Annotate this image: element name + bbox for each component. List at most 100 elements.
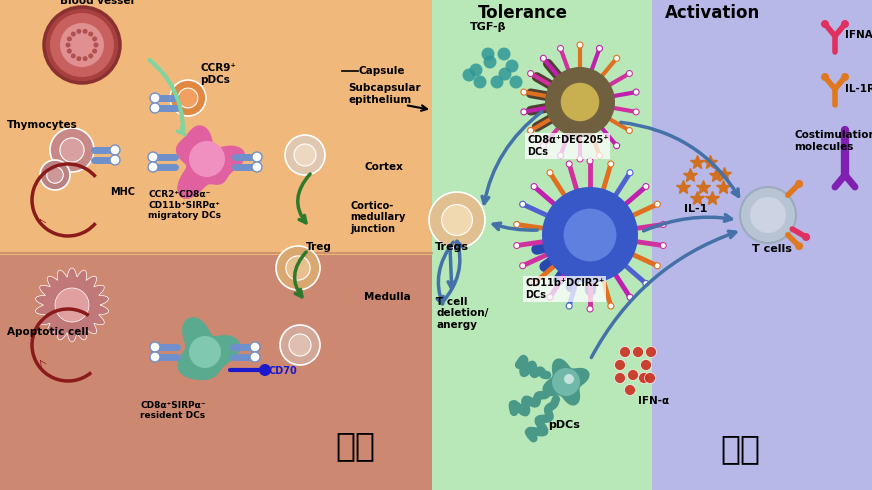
Circle shape [429, 192, 485, 248]
Circle shape [498, 48, 510, 60]
Circle shape [148, 152, 158, 162]
Circle shape [740, 187, 796, 243]
Circle shape [628, 369, 638, 381]
Circle shape [626, 71, 632, 76]
Circle shape [615, 372, 625, 384]
Circle shape [150, 352, 160, 362]
Circle shape [596, 152, 603, 159]
Circle shape [821, 20, 829, 28]
Bar [0, 255, 432, 490]
Circle shape [632, 346, 644, 358]
Circle shape [189, 141, 225, 177]
Circle shape [521, 109, 527, 115]
Circle shape [643, 280, 649, 287]
Circle shape [531, 280, 537, 287]
Circle shape [170, 80, 206, 116]
Circle shape [802, 233, 810, 241]
Circle shape [71, 53, 76, 58]
Circle shape [285, 135, 325, 175]
Text: IL-1: IL-1 [684, 204, 707, 214]
Circle shape [506, 59, 519, 73]
Circle shape [250, 352, 260, 362]
Text: IFNAR: IFNAR [845, 30, 872, 40]
Circle shape [289, 334, 311, 356]
Circle shape [252, 152, 262, 162]
Text: Tolerance: Tolerance [478, 4, 568, 22]
Text: CCR9⁺
pDCs: CCR9⁺ pDCs [200, 63, 235, 85]
Circle shape [499, 68, 512, 80]
Circle shape [552, 368, 580, 396]
Circle shape [644, 372, 656, 384]
Circle shape [47, 167, 64, 183]
Text: T cells: T cells [752, 244, 792, 254]
Circle shape [795, 242, 803, 250]
Circle shape [252, 162, 262, 172]
Polygon shape [176, 125, 245, 199]
Circle shape [148, 162, 158, 172]
Circle shape [520, 201, 526, 207]
Circle shape [60, 23, 104, 67]
Circle shape [643, 184, 649, 190]
Circle shape [608, 161, 614, 167]
Circle shape [545, 67, 615, 137]
Text: Tregs: Tregs [435, 242, 469, 252]
Circle shape [83, 29, 87, 34]
Circle shape [92, 49, 97, 53]
Circle shape [587, 306, 593, 312]
Circle shape [624, 385, 636, 395]
Circle shape [280, 325, 320, 365]
Circle shape [841, 73, 849, 81]
Bar [432, 0, 652, 490]
Circle shape [520, 263, 526, 269]
Circle shape [531, 184, 537, 190]
Circle shape [614, 143, 620, 148]
Circle shape [654, 263, 660, 269]
Text: IL-1R: IL-1R [845, 84, 872, 94]
Circle shape [250, 342, 260, 352]
Circle shape [608, 303, 614, 309]
Circle shape [490, 75, 503, 89]
Circle shape [627, 294, 633, 300]
Polygon shape [36, 268, 108, 342]
Circle shape [88, 53, 93, 58]
Text: CD8α⁺SIRPα⁻
resident DCs: CD8α⁺SIRPα⁻ resident DCs [140, 401, 206, 420]
Circle shape [619, 346, 630, 358]
Circle shape [557, 152, 563, 159]
Text: CD11b⁺DCIR2⁺
DCs: CD11b⁺DCIR2⁺ DCs [525, 278, 604, 300]
Text: Cortico-
medullary
junction: Cortico- medullary junction [350, 201, 405, 234]
Text: Activation: Activation [665, 4, 760, 22]
Circle shape [55, 288, 89, 322]
Circle shape [44, 7, 120, 83]
Circle shape [795, 180, 803, 188]
Circle shape [626, 127, 632, 133]
Circle shape [189, 336, 221, 368]
Text: Thymocytes: Thymocytes [7, 120, 78, 130]
Circle shape [577, 42, 583, 48]
Circle shape [627, 170, 633, 176]
Circle shape [178, 88, 198, 108]
Text: IFN-α: IFN-α [638, 396, 669, 406]
Text: 血液: 血液 [720, 432, 760, 465]
Circle shape [259, 364, 271, 376]
Circle shape [110, 145, 120, 155]
Circle shape [150, 342, 160, 352]
Circle shape [276, 246, 320, 290]
Circle shape [514, 243, 520, 248]
Circle shape [83, 56, 87, 61]
Polygon shape [542, 359, 589, 406]
Text: CD70: CD70 [268, 366, 296, 376]
Circle shape [557, 46, 563, 51]
Circle shape [77, 56, 81, 61]
Circle shape [654, 201, 660, 207]
Circle shape [641, 360, 651, 370]
Circle shape [566, 303, 572, 309]
Text: CD8α⁺DEC205⁺
DCs: CD8α⁺DEC205⁺ DCs [527, 135, 609, 157]
Circle shape [528, 127, 534, 133]
Circle shape [587, 158, 593, 164]
Circle shape [60, 138, 84, 162]
Text: Medulla: Medulla [364, 292, 411, 302]
Circle shape [88, 31, 93, 37]
Circle shape [547, 294, 553, 300]
Circle shape [615, 360, 625, 370]
Bar [652, 0, 872, 490]
